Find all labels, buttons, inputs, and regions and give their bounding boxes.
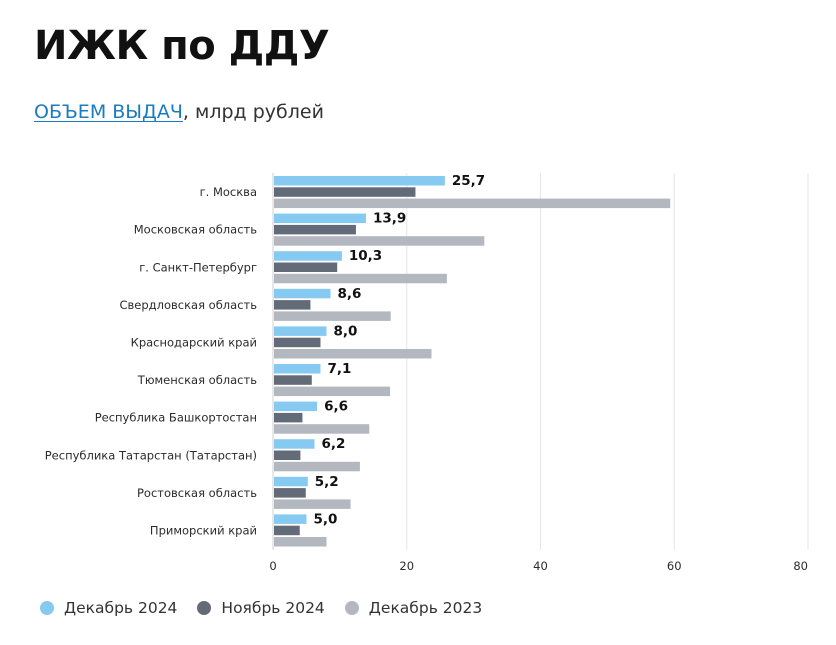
bar [274,537,327,547]
x-tick-label: 60 [667,559,682,573]
bar [274,439,315,449]
subtitle-unit: , млрд рублей [182,101,324,123]
legend-label: Ноябрь 2024 [221,599,325,617]
category-label: Приморский край [150,523,257,537]
category-label: г. Санкт-Петербург [139,260,257,274]
bar [274,224,356,235]
bar [274,349,432,359]
data-label: 25,7 [452,173,485,189]
bar [274,311,391,321]
legend-item: Декабрь 2023 [344,599,483,617]
x-tick-label: 20 [399,559,414,573]
legend-item: Ноябрь 2024 [197,599,325,617]
bar [274,198,671,209]
bar [274,424,370,434]
bar [274,176,445,186]
bar [274,213,366,224]
data-label: 6,6 [324,399,348,415]
bar [274,525,300,536]
bar [274,262,338,272]
category-label: Тюменская область [137,373,257,387]
bar [274,364,321,374]
category-label: Свердловская область [119,298,257,312]
legend-marker [344,601,359,615]
data-label: 13,9 [373,211,406,227]
bar [274,251,342,261]
category-label: Московская область [134,223,257,237]
bar [274,488,306,498]
category-label: Ростовская область [137,486,257,500]
legend-item: Декабрь 2024 [40,599,177,617]
bar [274,476,308,487]
legend-label: Декабрь 2024 [64,599,178,617]
legend-label: Декабрь 2023 [368,599,483,617]
bar [274,375,312,385]
legend-marker [197,601,212,615]
bar [274,499,351,509]
bar [274,326,327,336]
bar [274,273,447,284]
bar [274,386,391,397]
category-label: г. Москва [200,185,257,199]
data-label: 6,2 [321,436,345,452]
bar [274,236,485,246]
bar-chart: 0 20 40 60 80 г. Москва 25,7 Московская область… [0,165,836,580]
bar [274,514,307,524]
bar [274,288,331,299]
data-label: 8,0 [334,323,358,339]
x-tick-label: 80 [793,559,808,573]
x-tick-label: 40 [533,559,548,573]
bar [274,337,321,348]
subtitle-link[interactable]: ОБЪЕМ ВЫДАЧ [34,101,183,123]
bar [274,401,318,412]
chart-legend: Декабрь 2024 Ноябрь 2024 Декабрь 2023 [40,596,502,620]
data-label: 5,0 [313,511,337,527]
bar [274,450,301,460]
chart-subtitle: ОБЪЕМ ВЫДАЧ, млрд рублей [34,99,324,125]
bar [274,412,303,423]
data-label: 7,1 [327,361,351,377]
category-label: Краснодарский край [131,335,257,349]
x-tick-label: 0 [269,559,276,573]
category-label: Республика Татарстан (Татарстан) [45,448,257,462]
legend-marker [40,601,54,615]
bar [274,300,311,310]
bar [274,187,416,197]
data-label: 10,3 [349,248,382,264]
bar-chart-svg: 0 20 40 60 80 г. Москва 25,7 Московская область… [45,173,809,573]
data-label: 8,6 [338,286,362,302]
data-label: 5,2 [315,474,339,490]
category-label: Республика Башкортостан [95,411,257,425]
page-title: ИЖК по ДДУ [34,23,330,69]
bar [274,461,360,472]
